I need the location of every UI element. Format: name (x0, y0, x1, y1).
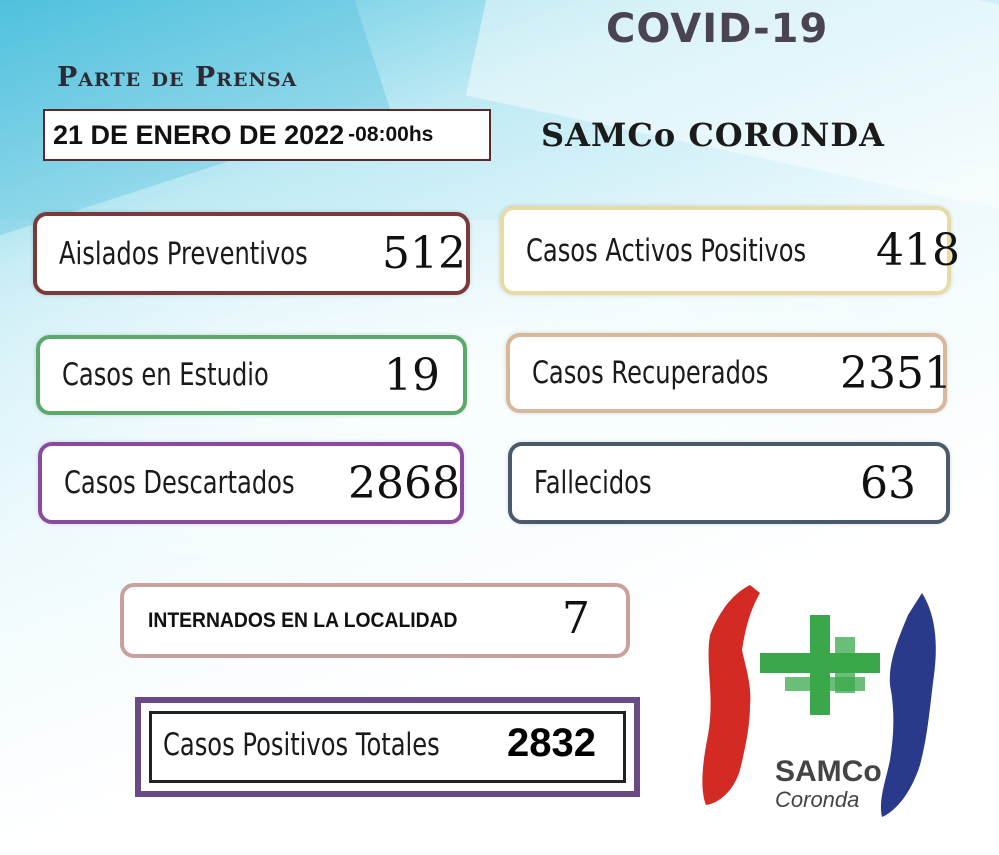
card-descartados: Casos Descartados 2868 (38, 442, 464, 524)
card-label: Casos Activos Positivos (526, 232, 807, 269)
blue-hand-icon (880, 593, 936, 817)
card-label: Aislados Preventivos (59, 235, 308, 272)
card-aislados: Aislados Preventivos 512 (33, 212, 470, 295)
total-positives-label: Casos Positivos Totales (163, 727, 440, 763)
card-value: 19 (384, 349, 440, 401)
card-estudio: Casos en Estudio 19 (36, 335, 467, 415)
internados-value: 7 (562, 593, 590, 644)
card-value: 2351 (840, 347, 952, 399)
card-fallecidos: Fallecidos 63 (508, 442, 950, 524)
card-value: 418 (876, 225, 960, 276)
card-label: Casos Descartados (64, 465, 295, 501)
card-activos: Casos Activos Positivos 418 (500, 206, 960, 295)
organization-title: SAMCo CORONDA (541, 116, 885, 154)
logo-city: Coronda (775, 787, 860, 812)
logo-name: SAMCo (775, 755, 882, 788)
total-positives-box: Casos Positivos Totales 2832 (135, 697, 640, 797)
card-value: 512 (382, 228, 466, 279)
report-time: -08:00hs (348, 123, 434, 146)
red-hand-icon (702, 585, 760, 805)
green-cross-icon (760, 615, 880, 715)
card-label: Casos Recuperados (532, 355, 769, 391)
card-value: 2868 (348, 457, 460, 509)
card-recuperados: Casos Recuperados 2351 (506, 333, 952, 413)
total-positives-inner-frame (149, 711, 626, 783)
card-label: Casos en Estudio (62, 357, 269, 393)
internados-label: INTERNADOS EN LA LOCALIDAD (148, 609, 458, 632)
covid-title: COVID-19 (606, 6, 829, 52)
card-label: Fallecidos (534, 465, 652, 501)
report-date: 21 DE ENERO DE 2022 (53, 119, 345, 150)
date-box: 21 DE ENERO DE 2022 -08:00hs (43, 109, 491, 161)
samco-logo (702, 585, 936, 817)
internados-box: INTERNADOS EN LA LOCALIDAD 7 (120, 583, 630, 658)
card-value: 63 (860, 457, 916, 509)
total-positives-value: 2832 (507, 721, 596, 765)
press-release-heading: Parte de Prensa (57, 62, 298, 93)
